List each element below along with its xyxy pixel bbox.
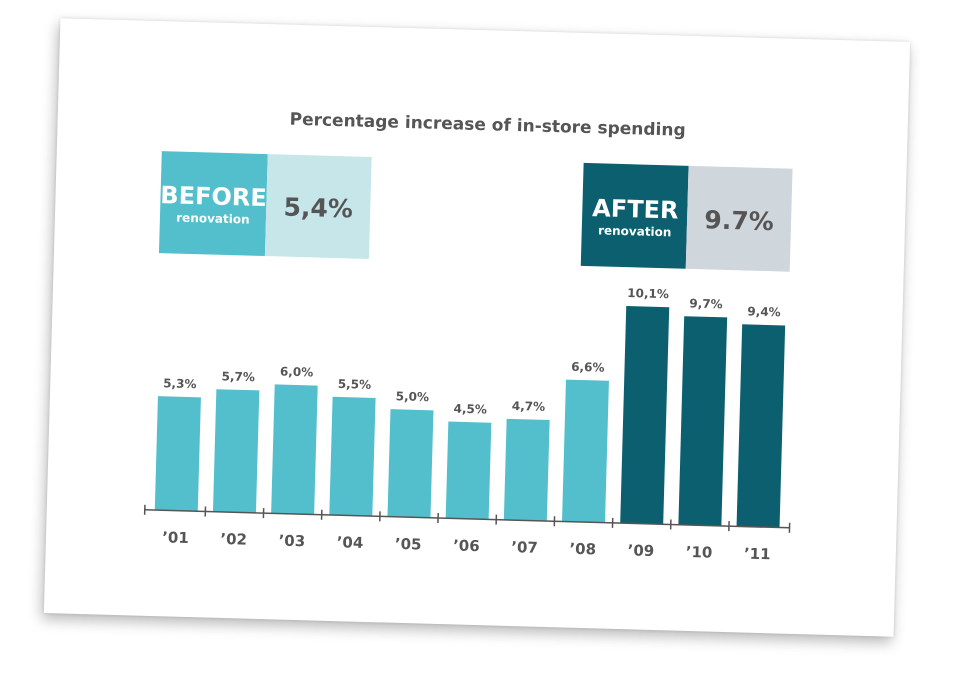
value-label-5: 5,0% bbox=[396, 389, 430, 404]
after-callout: AFTER renovation 9.7% bbox=[580, 162, 793, 272]
value-label-9: 10,1% bbox=[627, 286, 669, 301]
tick-label-3: ’03 bbox=[278, 532, 305, 551]
value-label-3: 6,0% bbox=[280, 365, 314, 380]
bar-9 bbox=[620, 306, 670, 525]
after-value: 9.7% bbox=[704, 205, 774, 236]
value-label-1: 5,3% bbox=[163, 376, 197, 391]
after-tag-light bbox=[685, 165, 793, 272]
bar-4 bbox=[329, 396, 376, 517]
tick-label-6: ’06 bbox=[453, 536, 480, 555]
value-label-2: 5,7% bbox=[221, 369, 255, 384]
bar-10 bbox=[678, 316, 728, 526]
value-label-11: 9,4% bbox=[747, 304, 781, 319]
tick-label-11: ’11 bbox=[744, 545, 771, 564]
before-label: BEFORE bbox=[160, 181, 267, 212]
tick-label-1: ’01 bbox=[162, 528, 189, 547]
value-label-6: 4,5% bbox=[453, 402, 487, 417]
bar-5 bbox=[387, 409, 434, 518]
chart-card: Percentage increase of in-store spending… bbox=[43, 18, 911, 637]
before-callout: BEFORE renovation 5,4% bbox=[158, 151, 372, 259]
bar-3 bbox=[271, 384, 318, 515]
after-tag-dark bbox=[580, 162, 689, 269]
tick-label-8: ’08 bbox=[569, 540, 596, 559]
bars-layer bbox=[154, 306, 786, 528]
value-labels-layer: 5,3% 5,7% 6,0% 5,5% 5,0% 4,5% 4,7% 6,6% 10,1% 9,7… bbox=[163, 286, 781, 417]
x-axis bbox=[143, 504, 791, 533]
tick-label-2: ’02 bbox=[220, 530, 247, 549]
value-label-10: 9,7% bbox=[689, 296, 723, 311]
value-label-4: 5,5% bbox=[338, 377, 372, 392]
bar-1 bbox=[154, 396, 201, 512]
bar-7 bbox=[503, 418, 550, 522]
bar-2 bbox=[212, 389, 260, 513]
value-label-8: 6,6% bbox=[571, 360, 605, 375]
bar-6 bbox=[445, 421, 492, 520]
bar-chart: Percentage increase of in-store spending… bbox=[143, 110, 793, 563]
before-tag-dark bbox=[158, 151, 268, 257]
bar-11 bbox=[736, 324, 786, 528]
after-label: AFTER bbox=[592, 194, 679, 224]
tick-label-4: ’04 bbox=[337, 533, 364, 552]
value-label-7: 4,7% bbox=[512, 399, 546, 414]
before-value: 5,4% bbox=[283, 193, 353, 224]
tick-label-7: ’07 bbox=[511, 538, 538, 557]
tick-label-5: ’05 bbox=[395, 535, 422, 554]
x-tick-labels: ’01 ’02 ’03 ’04 ’05 ’06 ’07 ’08 ’09 ’10 ’11 bbox=[162, 528, 771, 563]
tick-label-9: ’09 bbox=[627, 541, 654, 560]
chart-title: Percentage increase of in-store spending bbox=[289, 110, 686, 141]
before-tag-light bbox=[264, 154, 372, 259]
x-axis-line bbox=[144, 509, 790, 529]
before-sublabel: renovation bbox=[176, 211, 250, 227]
bar-8 bbox=[562, 379, 609, 523]
tick-label-10: ’10 bbox=[686, 543, 713, 562]
after-sublabel: renovation bbox=[598, 223, 672, 239]
